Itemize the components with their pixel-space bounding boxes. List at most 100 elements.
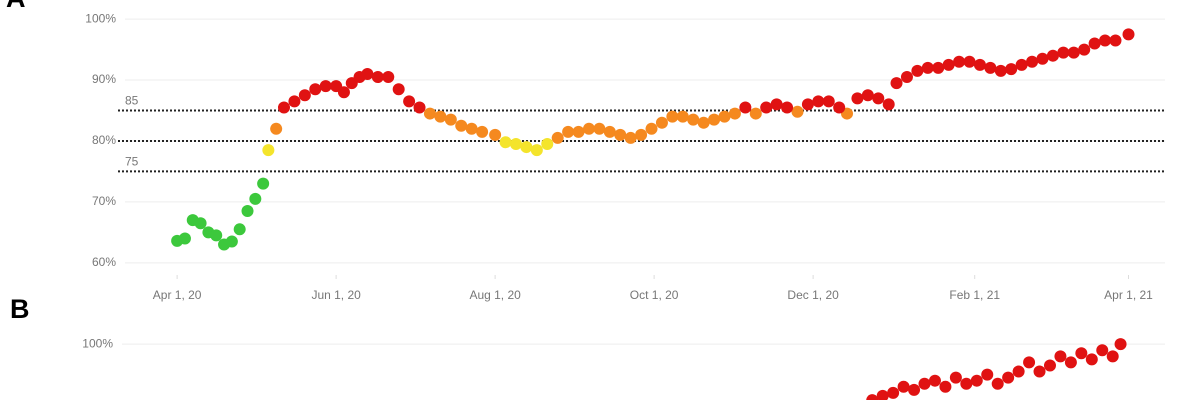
data-point (210, 229, 223, 242)
data-point (1043, 359, 1056, 372)
data-point (572, 125, 585, 138)
data-point (791, 105, 804, 118)
data-point (382, 71, 395, 84)
data-point (911, 64, 924, 77)
data-point (178, 232, 191, 245)
data-point (1054, 350, 1067, 363)
data-point (887, 386, 900, 399)
data-point (851, 92, 864, 105)
panel-label: A (6, 0, 26, 13)
data-point (298, 89, 311, 102)
data-point (1114, 338, 1127, 351)
data-point (1096, 344, 1109, 357)
data-point (984, 61, 997, 74)
data-point (241, 205, 254, 218)
data-point (499, 136, 512, 149)
data-point (1033, 365, 1046, 378)
data-point (973, 58, 986, 71)
data-point (801, 98, 814, 111)
data-point (970, 374, 983, 387)
data-point (1075, 347, 1088, 360)
data-point (530, 144, 543, 157)
data-point (551, 131, 564, 144)
data-point (981, 368, 994, 381)
data-point (718, 110, 731, 123)
data-point (1057, 46, 1070, 59)
data-point (624, 131, 637, 144)
data-point (1085, 353, 1098, 366)
data-point (963, 55, 976, 68)
data-point (603, 125, 616, 138)
data-point (739, 101, 752, 114)
data-point (423, 107, 436, 120)
x-tick-label: Jun 1, 20 (311, 288, 361, 302)
data-point (928, 374, 941, 387)
data-point (890, 77, 903, 90)
x-tick-label: Apr 1, 21 (1104, 288, 1153, 302)
data-point (918, 377, 931, 390)
y-tick-label: 60% (92, 255, 116, 269)
data-point (249, 192, 262, 205)
data-point (593, 122, 606, 135)
x-tick-label: Feb 1, 21 (949, 288, 1000, 302)
data-point (939, 380, 952, 393)
data-point (509, 138, 522, 151)
data-point (1064, 356, 1077, 369)
data-point (1005, 63, 1018, 76)
reference-label: 75 (125, 155, 139, 169)
data-point (582, 122, 595, 135)
data-point (953, 55, 966, 68)
data-point (257, 177, 270, 190)
data-point (371, 71, 384, 84)
data-point (908, 383, 921, 396)
data-point (760, 101, 773, 114)
data-point (465, 122, 478, 135)
y-tick-label: 100% (82, 336, 113, 350)
data-point (635, 128, 648, 141)
data-point (949, 371, 962, 384)
panel-label: B (10, 294, 30, 324)
data-point (921, 61, 934, 74)
data-point (541, 138, 554, 151)
y-tick-label: 80% (92, 133, 116, 147)
data-point (932, 61, 945, 74)
data-point (270, 122, 283, 135)
data-point (1122, 28, 1135, 41)
data-point (309, 83, 322, 96)
data-point (708, 113, 721, 126)
data-point (434, 110, 447, 123)
y-tick-label: 70% (92, 194, 116, 208)
data-point (337, 86, 350, 99)
data-point (262, 144, 275, 157)
x-tick-label: Apr 1, 20 (153, 288, 202, 302)
data-point (319, 80, 332, 93)
data-point (520, 141, 533, 154)
data-point (1023, 356, 1036, 369)
data-point (1067, 46, 1080, 59)
data-point (866, 394, 879, 400)
data-point (1015, 58, 1028, 71)
data-point (876, 389, 889, 400)
data-point (645, 122, 658, 135)
data-point (233, 223, 246, 236)
y-tick-label: 100% (85, 11, 116, 25)
reference-label: 85 (125, 94, 139, 108)
data-point (861, 89, 874, 102)
y-tick-label: 90% (92, 72, 116, 86)
data-point (413, 101, 426, 114)
data-point (991, 377, 1004, 390)
data-point (687, 113, 700, 126)
data-point (1106, 350, 1119, 363)
data-point (666, 110, 679, 123)
data-point (960, 377, 973, 390)
data-point (900, 71, 913, 84)
data-point (882, 98, 895, 111)
data-point (822, 95, 835, 108)
data-point (1046, 49, 1059, 62)
data-point (1078, 43, 1091, 56)
x-tick-label: Dec 1, 20 (787, 288, 839, 302)
x-tick-label: Oct 1, 20 (630, 288, 679, 302)
data-point (749, 107, 762, 120)
data-point (994, 64, 1007, 77)
data-point (277, 101, 290, 114)
